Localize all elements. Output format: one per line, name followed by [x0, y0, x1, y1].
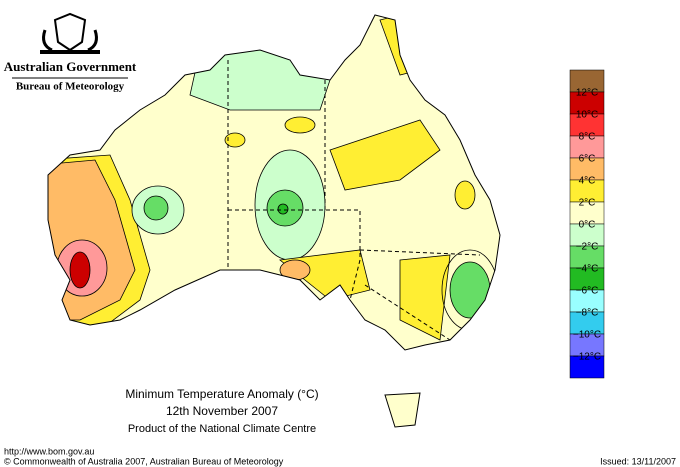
footer-issued: Issued: 13/11/2007 [600, 456, 676, 466]
map-note: Product of the National Climate Centre [128, 423, 316, 435]
legend-label: −10°C [573, 330, 601, 341]
legend-label: 8°C [579, 132, 596, 143]
legend-label: 6°C [579, 154, 596, 165]
legend-label: −6°C [576, 286, 599, 297]
logo [40, 12, 100, 54]
legend-label: 4°C [579, 176, 596, 187]
legend-label: −2°C [576, 242, 599, 253]
footer-url: http://www.bom.gov.au [4, 446, 94, 456]
legend-swatch [569, 355, 605, 379]
header-title: Australian Government [4, 59, 137, 74]
legend-label: 12°C [576, 88, 598, 99]
legend-label: −12°C [573, 352, 601, 363]
legend: 12°C 10°C 8°C 6°C 4°C 2°C 0°C −2°C −4°C −6°C −8°C −… [569, 69, 605, 379]
legend-label: 10°C [576, 110, 598, 121]
legend-label: 0°C [579, 220, 596, 231]
legend-label: −4°C [576, 264, 599, 275]
header-subtitle: Bureau of Meteorology [16, 81, 125, 93]
footer-copyright: © Commonwealth of Australia 2007, Austra… [4, 456, 284, 466]
map-title: Minimum Temperature Anomaly (°C) [125, 387, 318, 401]
map-date: 12th November 2007 [166, 404, 278, 418]
state-borders [227, 60, 481, 341]
legend-label: 2°C [579, 198, 596, 209]
legend-label: −8°C [576, 308, 599, 319]
